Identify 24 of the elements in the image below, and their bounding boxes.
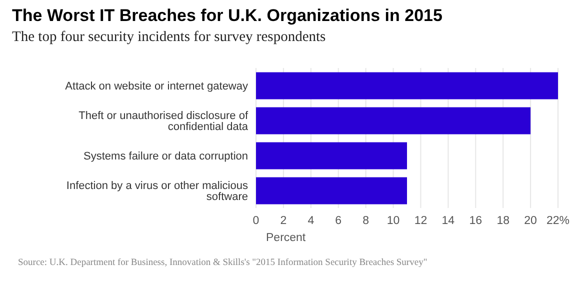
x-tick-label: 12 [414, 215, 428, 228]
x-tick-label: 20 [524, 215, 537, 228]
y-tick-label: Theft or unauthorised disclosure of confidential data [78, 110, 249, 133]
x-tick-label: 6 [335, 215, 342, 228]
x-tick-label: 16 [469, 215, 482, 228]
bar [256, 177, 407, 204]
source-note: Source: U.K. Department for Business, Innovation & Skills's "2015 Information Security Breaches Survey" [18, 258, 428, 268]
x-tick-label: 8 [362, 215, 370, 228]
y-tick-label: Infection by a virus or other malicious software [66, 180, 248, 203]
bar [256, 72, 558, 100]
x-tick-label: 14 [442, 215, 456, 228]
x-tick-label: 18 [496, 215, 510, 228]
y-tick-label: Systems failure or data corruption [84, 150, 248, 162]
bar [256, 142, 407, 170]
bar [256, 107, 531, 134]
y-tick-label: Attack on website or internet gateway [65, 80, 248, 92]
x-tick-label: 10 [386, 215, 400, 228]
x-axis-title: Percent [266, 232, 306, 244]
x-tick-label: 0 [252, 215, 260, 228]
chart-subtitle: The top four security incidents for survey respondents [12, 29, 326, 46]
x-tick-label: 2 [280, 215, 287, 228]
x-tick-label: 4 [308, 215, 315, 228]
x-tick-label: 22% [546, 215, 570, 228]
chart-title: The Worst IT Breaches for U.K. Organizations in 2015 [12, 6, 442, 26]
